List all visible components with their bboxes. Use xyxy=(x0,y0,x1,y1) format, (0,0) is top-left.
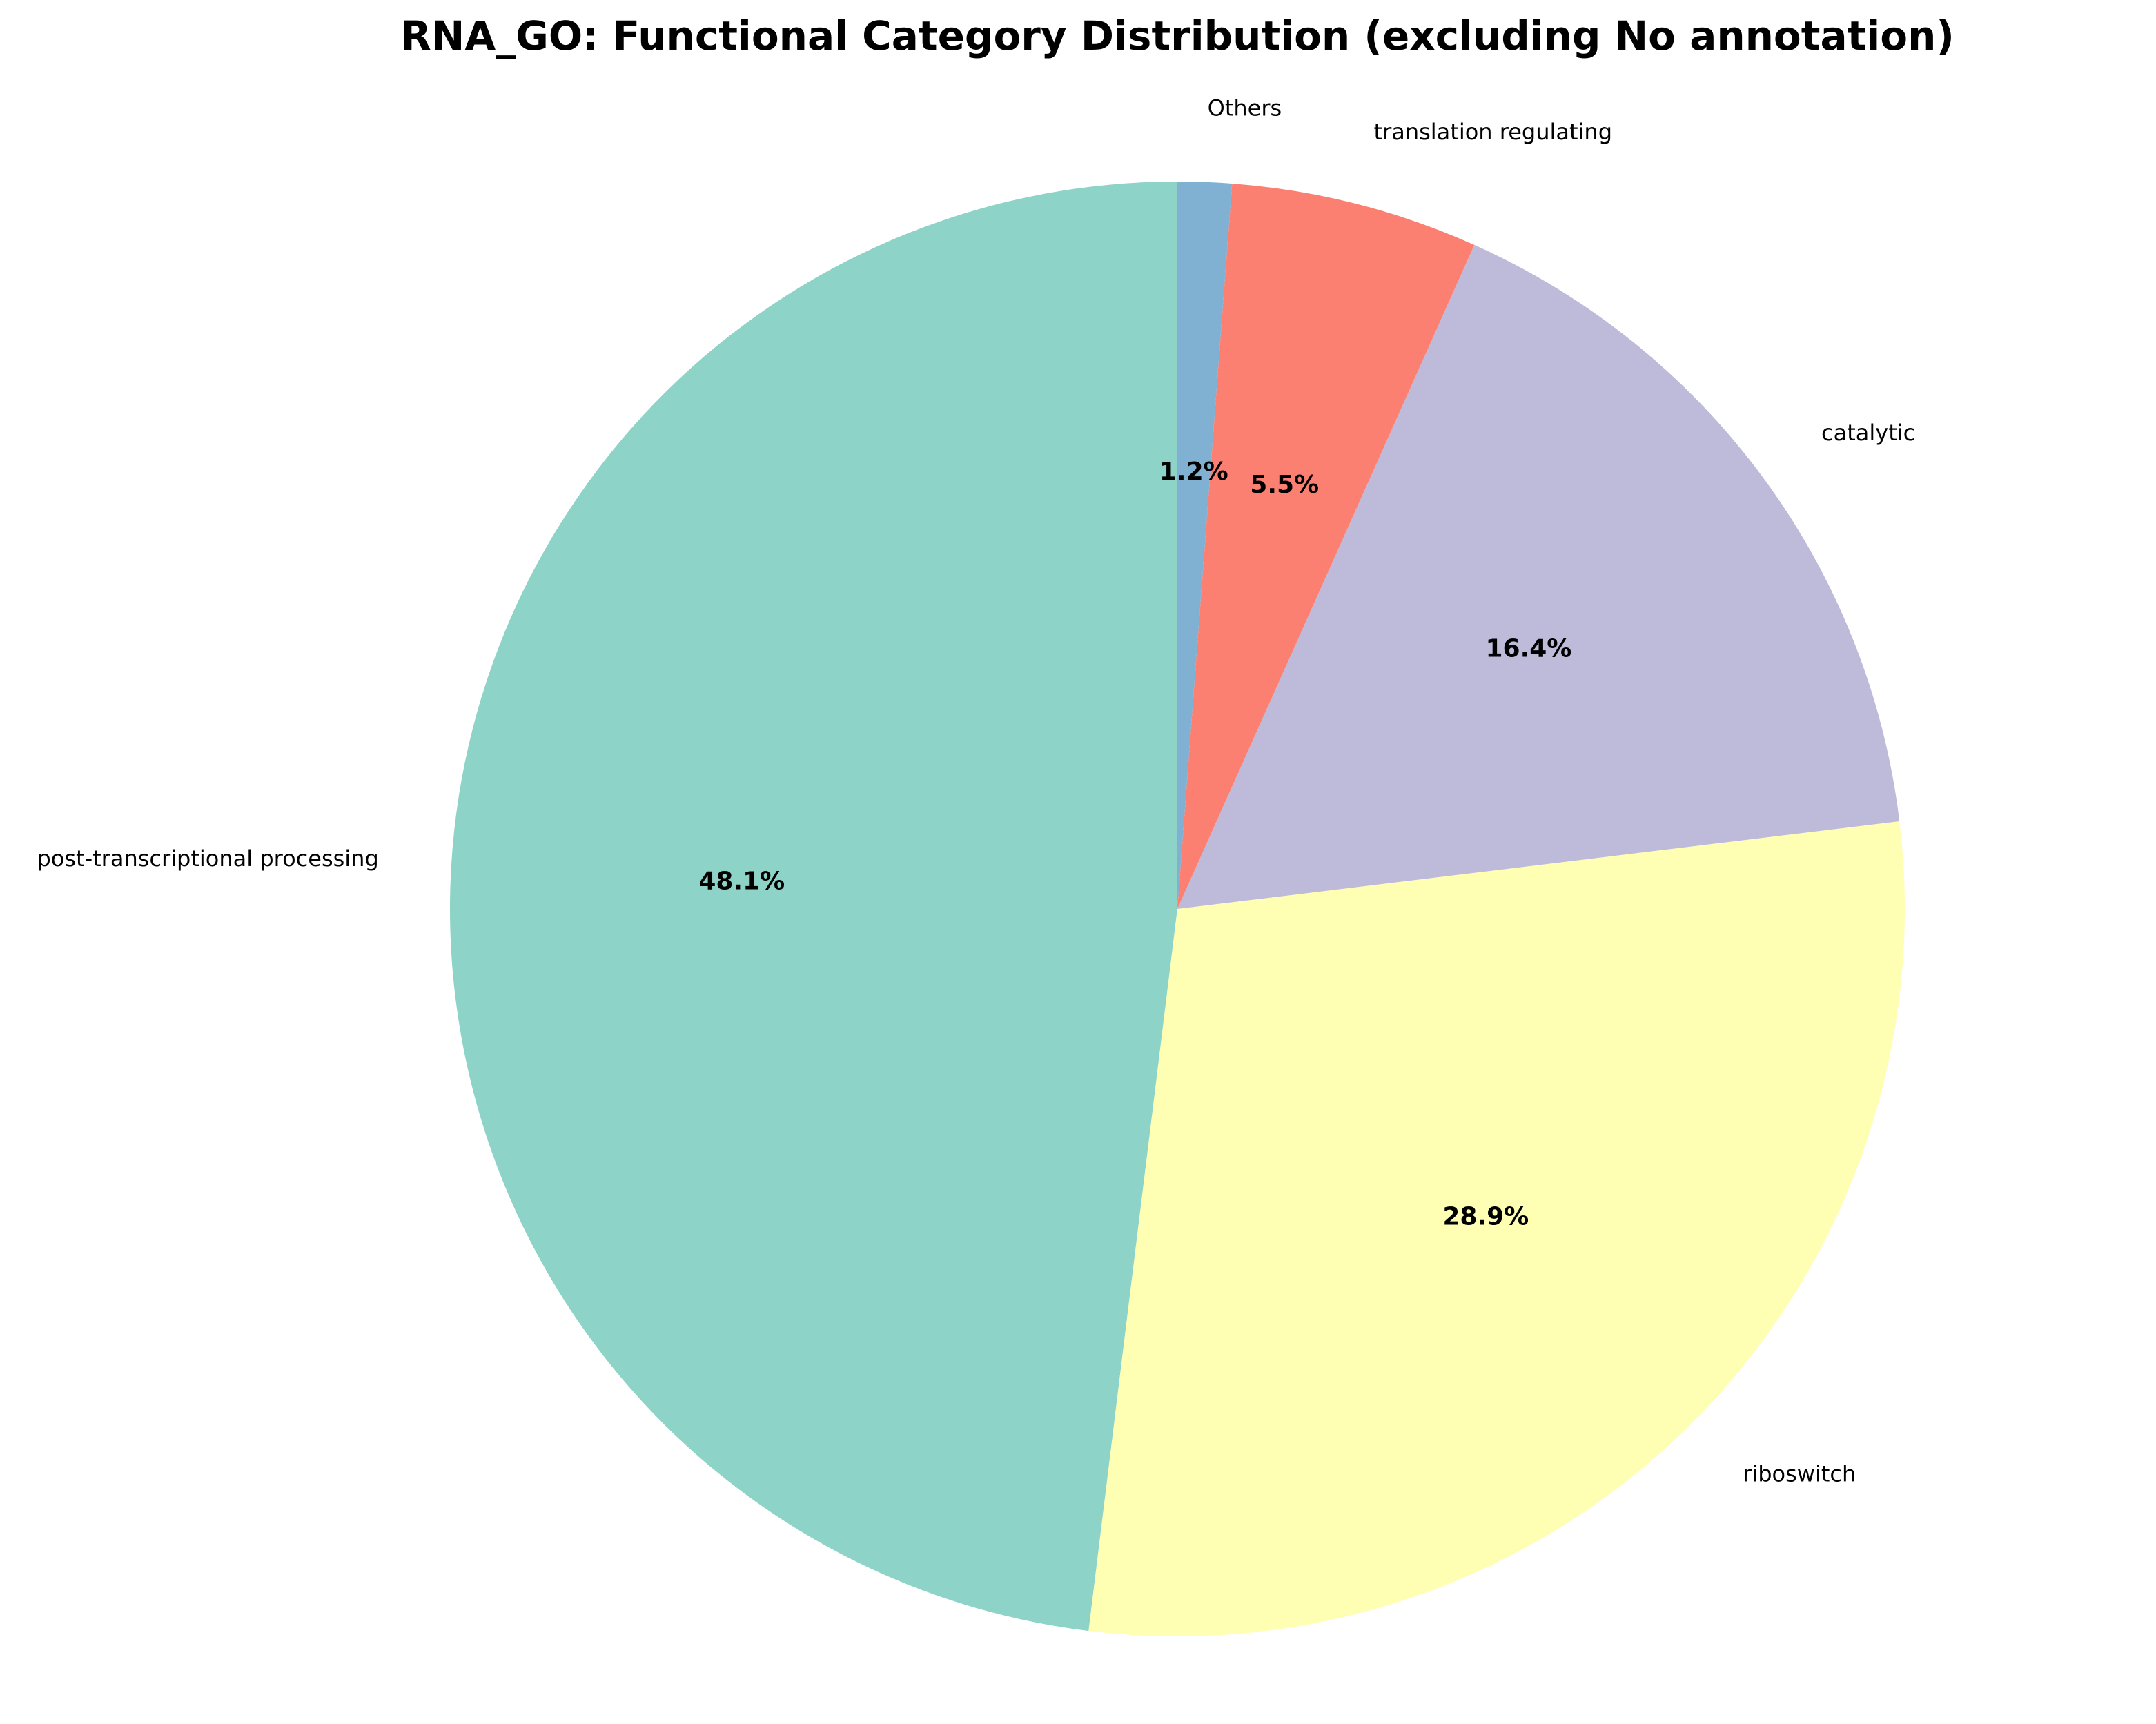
slice-pct-label-4: 1.2% xyxy=(1159,458,1228,486)
pie-slice-1 xyxy=(1088,821,1905,1636)
slice-pct-label-0: 48.1% xyxy=(698,867,785,895)
chart-title: RNA_GO: Functional Category Distribution… xyxy=(400,12,1954,59)
pie-labels: post-transcriptional processing 48.1% ribo… xyxy=(37,95,1915,1487)
slice-label-0: post-transcriptional processing xyxy=(37,845,378,872)
slice-label-3: translation regulating xyxy=(1374,119,1612,145)
slice-label-2: catalytic xyxy=(1821,420,1915,446)
pie-slice-3 xyxy=(1177,183,1475,910)
slice-pct-label-1: 28.9% xyxy=(1442,1203,1529,1231)
pie-slice-2 xyxy=(1177,244,1900,909)
pie-slice-4 xyxy=(1177,182,1233,909)
pie-slices xyxy=(449,182,1905,1636)
slice-label-1: riboswitch xyxy=(1743,1460,1856,1487)
slice-pct-label-3: 5.5% xyxy=(1250,471,1319,499)
slice-pct-label-2: 16.4% xyxy=(1485,635,1571,663)
pie-slice-0 xyxy=(449,182,1177,1632)
slice-label-4: Others xyxy=(1208,95,1282,121)
